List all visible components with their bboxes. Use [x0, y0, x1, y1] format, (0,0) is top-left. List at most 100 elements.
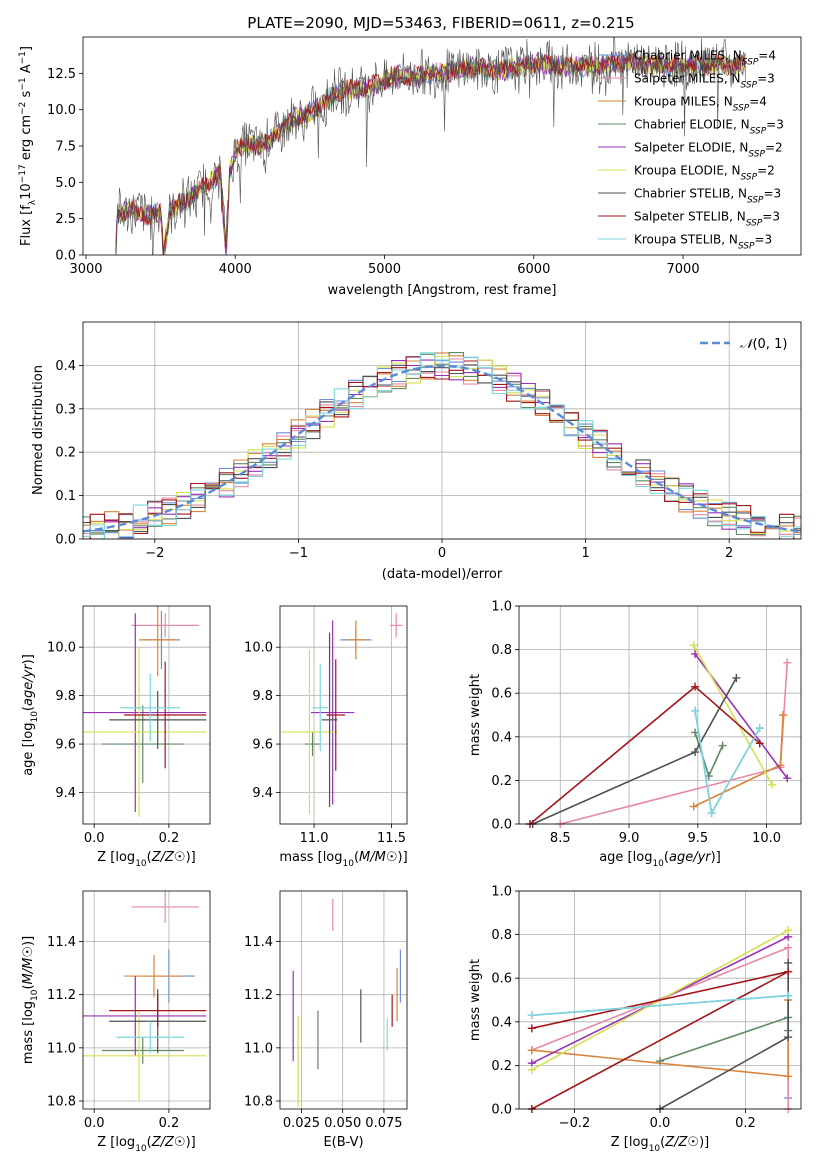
weight_vs_age-marker-kroupa_stelib — [707, 809, 716, 818]
spectrum-xtick-label: 4000 — [219, 262, 252, 277]
age_vs_Z-xlabel: Z [log10(Z/Z☉)] — [97, 850, 195, 869]
normal-curve — [82, 364, 802, 533]
legend-label-kroupa_elodie: Kroupa ELODIE, NSSP=2 — [634, 164, 775, 183]
weight_vs_Z-xtick-label: 0.0 — [650, 1116, 671, 1131]
spectrum-xtick-label: 3000 — [69, 262, 102, 277]
weight_vs_Z-frame — [518, 890, 802, 1110]
weight_vs_Z-ytick-label: 0.6 — [491, 972, 512, 987]
mass_vs_Z-ytick-label: 11.4 — [47, 935, 76, 950]
age_vs_mass-xtick-label: 11.0 — [300, 831, 329, 846]
age_vs_Z-ytick-label: 9.8 — [55, 689, 76, 704]
age_vs_mass-xtick-label: 11.5 — [377, 831, 406, 846]
legend-label-salpeter_miles: Salpeter MILES, NSSP=3 — [634, 72, 775, 91]
weight_vs_age-marker-kroupa_stelib — [691, 706, 700, 715]
weight_vs_Z-ytick-label: 0.2 — [491, 1059, 512, 1074]
residual-ylabel: Normed distribution — [31, 365, 46, 495]
spectrum-ytick-label: 12.5 — [47, 67, 76, 82]
mass_vs_ebv-ytick-label: 10.8 — [244, 1095, 273, 1110]
residual-hist-chabrier_stelib — [83, 364, 801, 535]
weight_vs_Z-xtick-label: 0.2 — [735, 1116, 756, 1131]
age_vs_Z-xtick-label: 0.2 — [159, 831, 180, 846]
legend-label-kroupa_miles: Kroupa MILES, NSSP=4 — [634, 95, 767, 114]
age_vs_Z-ytick-label: 9.4 — [55, 786, 76, 801]
mass_vs_Z-ylabel: mass [log10(M/M☉)] — [21, 936, 40, 1064]
weight_vs_age-marker-chabrier_elodie — [718, 741, 727, 750]
weight_vs_age-ytick-label: 0.6 — [491, 687, 512, 702]
mass_vs_Z-ytick-label: 11.0 — [47, 1041, 76, 1056]
spectrum-xlabel: wavelength [Angstrom, rest frame] — [328, 283, 557, 298]
weight_vs_Z-line-chabrier_stelib — [659, 962, 789, 1109]
weight_vs_age-marker-salpeter_elodie — [783, 774, 792, 783]
legend-label-chabrier_miles: Chabrier MILES, NSSP=4 — [634, 49, 776, 68]
weight_vs_Z-marker-kroupa_miles — [527, 1046, 536, 1055]
weight_vs_Z-marker-chabrier_stelib — [784, 1033, 793, 1042]
residual-hist-kroupa_elodie — [83, 355, 801, 539]
weight_vs_age-frame — [518, 605, 802, 825]
weight_vs_Z-marker-salpeter_stelib — [784, 967, 793, 976]
weight_vs_Z-xlabel: Z [log10(Z/Z☉)] — [611, 1135, 709, 1154]
weight_vs_Z-ytick-label: 0.8 — [491, 928, 512, 943]
spectrum-ytick-label: 0.0 — [55, 249, 76, 264]
age_vs_mass-frame — [279, 605, 408, 825]
weight_vs_Z-line-kroupa_stelib — [531, 994, 789, 1017]
weight_vs_Z-marker-kroupa_stelib — [784, 991, 793, 1000]
weight_vs_Z-marker-salpeter_miles — [784, 943, 793, 952]
weight_vs_age-xtick-label: 9.5 — [687, 831, 708, 846]
mass_vs_ebv-ytick-label: 11.0 — [244, 1041, 273, 1056]
residual-hist-kroupa_stelib — [83, 352, 801, 539]
residuals-xtick-label: 2 — [725, 546, 733, 561]
weight_vs_age-xtick-label: 10.0 — [752, 831, 781, 846]
weight_vs_Z-line-chabrier_elodie — [659, 1016, 789, 1062]
residuals-xtick-label: −2 — [145, 546, 164, 561]
spectrum-ytick-label: 2.5 — [55, 212, 76, 227]
residuals-ytick-label: 0.4 — [55, 359, 76, 374]
mass_vs_ebv-xtick-label: 0.075 — [365, 1116, 402, 1131]
spectrum-line-chabrier_stelib — [115, 37, 746, 255]
residuals-xtick-label: 1 — [581, 546, 589, 561]
weight_vs_Z-xtick-label: −0.2 — [559, 1116, 591, 1131]
weight_vs_age-marker-chabrier_elodie — [691, 728, 700, 737]
mass_vs_Z-xtick-label: 0.0 — [84, 1116, 105, 1131]
weight_vs_age-marker-chabrier_stelib — [732, 673, 741, 682]
age_vs_Z-ylabel: age [log10(age/yr)] — [21, 654, 40, 776]
weight_vs_Z-marker-salpeter_stelib — [527, 1024, 536, 1033]
weight_vs_Z-marker-chabrier_stelib — [784, 958, 793, 967]
legend-label-chabrier_elodie: Chabrier ELODIE, NSSP=3 — [634, 118, 784, 137]
mass_vs_Z-xtick-label: 0.2 — [159, 1116, 180, 1131]
age_vs_Z-ytick-label: 9.6 — [55, 738, 76, 753]
weight_vs_age-ytick-label: 0.8 — [491, 643, 512, 658]
mass_vs_ebv-frame — [279, 890, 408, 1110]
weight_vs_Z-marker-kroupa_stelib — [527, 1011, 536, 1020]
weight_vs_age-line-salpeter_stelib — [529, 685, 761, 824]
age_vs_Z-frame — [82, 605, 211, 825]
residual-hist-salpeter_stelib — [83, 356, 801, 539]
spectrum-frame — [82, 36, 802, 256]
weight_vs_age-marker-chabrier_stelib — [691, 748, 700, 757]
legend-label-salpeter_elodie: Salpeter ELODIE, NSSP=2 — [634, 141, 783, 160]
residuals-xtick-label: 0 — [438, 546, 446, 561]
residuals-frame — [82, 321, 802, 540]
weight_vs_age-marker-salpeter_stelib — [691, 682, 700, 691]
age_vs_mass-ytick-label: 9.8 — [252, 689, 273, 704]
residuals-xtick-label: −1 — [289, 546, 308, 561]
weight_vs_Z-marker-chabrier_elodie — [656, 1057, 664, 1066]
age_vs_Z-xtick-label: 0.0 — [84, 831, 105, 846]
residual-hist-kroupa_miles — [83, 352, 801, 534]
mass_vs_ebv-ytick-label: 11.4 — [244, 935, 273, 950]
weight_vs_age-line-chabrier_stelib — [532, 677, 737, 824]
weight_vs_age-ylabel: mass weight — [468, 674, 483, 756]
residual-hist-chabrier_miles — [83, 355, 801, 539]
residuals-ytick-label: 0.3 — [55, 402, 76, 417]
residuals-ytick-label: 0.0 — [55, 533, 76, 548]
residuals-ytick-label: 0.2 — [55, 446, 76, 461]
age_vs_mass-ytick-label: 9.4 — [252, 786, 273, 801]
weight_vs_age-marker-kroupa_stelib — [755, 724, 764, 733]
spectrum-xtick-label: 7000 — [667, 262, 700, 277]
spectrum-xtick-label: 6000 — [517, 262, 550, 277]
weight_vs_age-marker-salpeter_miles — [783, 658, 792, 667]
residual-xlabel: (data-model)/error — [382, 567, 503, 582]
mass_vs_ebv-xtick-label: 0.025 — [283, 1116, 320, 1131]
mass_vs_ebv-ytick-label: 11.2 — [244, 988, 273, 1003]
figure-title: PLATE=2090, MJD=53463, FIBERID=0611, z=0… — [247, 14, 634, 32]
